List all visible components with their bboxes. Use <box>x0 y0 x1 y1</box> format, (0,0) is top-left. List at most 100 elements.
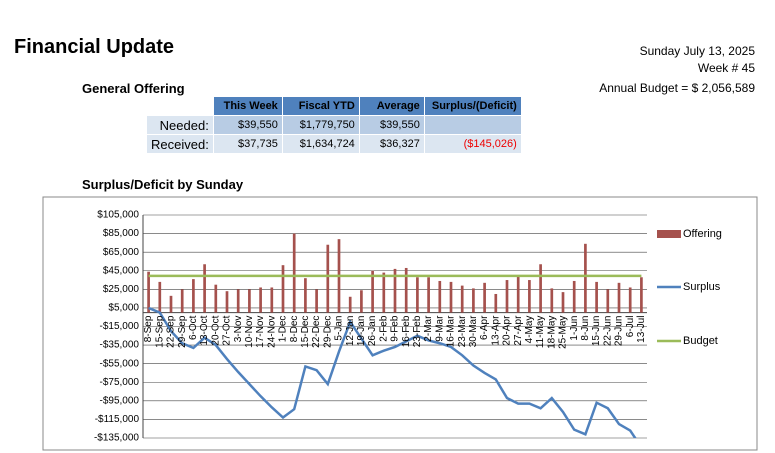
x-tick-label: 2-Mar <box>423 315 434 342</box>
x-tick-label: 13-Oct <box>199 315 210 345</box>
x-tick-label: 20-Oct <box>210 315 221 345</box>
bar <box>628 287 632 313</box>
bar <box>248 289 251 313</box>
bar <box>225 291 229 313</box>
x-tick-label: 6-Jul <box>625 316 636 338</box>
bar <box>281 265 285 313</box>
legend-label: Surplus <box>683 281 721 293</box>
column-header: Average <box>358 96 425 116</box>
plot <box>147 233 643 438</box>
y-tick-label: -$115,000 <box>95 414 140 425</box>
column-header: This Week <box>212 96 283 116</box>
x-tick-label: 8-Dec <box>289 316 300 343</box>
bar <box>259 287 262 313</box>
bar <box>169 295 173 313</box>
bar <box>460 285 464 313</box>
bar <box>584 243 587 313</box>
bar <box>550 288 554 313</box>
bar <box>494 293 498 313</box>
bar <box>214 284 218 313</box>
x-tick-label: 13-Apr <box>490 315 501 346</box>
week: Week # 45 <box>697 61 755 75</box>
title: Financial Update <box>14 36 175 58</box>
x-tick-label: 16-Mar <box>446 315 457 347</box>
bar <box>483 282 486 313</box>
y-tick-label: -$55,000 <box>100 358 140 369</box>
bar <box>158 281 162 313</box>
bar <box>360 290 363 313</box>
row: Received: $37,735 $1,634,724 $36,327 ($145,0… <box>146 134 522 154</box>
y-tick-label: -$95,000 <box>100 395 140 406</box>
cell: $37,735 <box>212 134 283 154</box>
bar <box>192 279 195 313</box>
cell: $1,779,750 <box>281 115 360 135</box>
cell: $39,550 <box>358 115 425 135</box>
bar <box>236 289 240 313</box>
bar <box>528 280 531 313</box>
x-tick-label: 29-Dec <box>322 316 333 348</box>
legend-label: Budget <box>683 335 718 347</box>
chart-frame <box>42 196 758 451</box>
x-tick-label: 23-Feb <box>412 315 423 347</box>
bar <box>617 282 621 313</box>
x-tick-label: 9-Feb <box>390 315 401 342</box>
x-tick-label: 30-Mar <box>468 315 479 347</box>
x-tick-label: 3-Nov <box>233 316 244 343</box>
y-tick-label: -$75,000 <box>100 377 140 388</box>
bar <box>203 264 206 313</box>
x-tick-label: 15-Jun <box>591 316 602 347</box>
column-header: Surplus/(Deficit) <box>423 96 522 116</box>
y-tick-label: $25,000 <box>103 284 140 295</box>
x-tick-label: 6-Apr <box>479 315 490 340</box>
date: Sunday July 13, 2025 <box>639 44 755 58</box>
bar <box>180 289 184 313</box>
cell <box>423 115 522 135</box>
bar <box>438 280 442 313</box>
bar <box>539 264 542 313</box>
header-row: This Week Fiscal YTD Average Surplus/(Defic… <box>147 96 522 116</box>
table: This Week Fiscal YTD Average Surplus/(Defic… <box>146 96 522 154</box>
cell: $36,327 <box>358 134 425 154</box>
bar <box>393 268 397 313</box>
cell: $1,634,724 <box>281 134 360 154</box>
chart-title: Surplus/Deficit by Sunday <box>82 177 244 192</box>
bar <box>516 276 520 313</box>
budget: Annual Budget = $ 2,056,589 <box>599 81 755 95</box>
x-tick-label: 16-Feb <box>401 315 412 347</box>
x-tick-label: 6-Oct <box>188 315 199 340</box>
x-tick-label: 25-May <box>558 316 569 349</box>
bar <box>304 278 307 313</box>
x-tick-label: 22-Sep <box>166 315 177 348</box>
legend-swatch <box>657 230 681 238</box>
x-tick-label: 1-Dec <box>278 316 289 343</box>
x-tick-label: 18-May <box>546 316 557 349</box>
x-tick-label: 26-Jan <box>367 316 378 347</box>
x-tick-label: 13-Jul <box>636 316 647 343</box>
bar <box>382 272 386 313</box>
row-label: Received: <box>146 134 214 154</box>
y-tick-label: -$35,000 <box>100 340 140 351</box>
x-tick-label: 20-Apr <box>502 315 513 346</box>
x-tick-label: 15-Dec <box>300 316 311 348</box>
legend-label: Offering <box>683 228 722 240</box>
cell: $39,550 <box>212 115 283 135</box>
y-tick-label: $5,000 <box>108 303 139 314</box>
x-tick-label: 4-May <box>524 316 535 344</box>
bar <box>572 280 576 313</box>
bar <box>404 267 408 313</box>
x-tick-label: 23-Mar <box>457 315 468 347</box>
x-tick-label: 15-Sep <box>154 315 165 348</box>
section: General Offering <box>82 81 185 96</box>
bar <box>640 277 643 313</box>
y-tick-label: $85,000 <box>103 228 140 239</box>
bar <box>416 277 419 313</box>
bar <box>371 270 374 313</box>
y-tick-label: $65,000 <box>103 247 140 258</box>
cell: ($145,026) <box>423 134 522 154</box>
x-tick-label: 8-Sep <box>143 315 154 342</box>
x-tick-label: 12-Jan <box>345 316 356 347</box>
y-tick-label: $45,000 <box>103 265 140 276</box>
y-tick-label: -$15,000 <box>100 321 140 332</box>
x-tick-label: 22-Dec <box>311 316 322 348</box>
